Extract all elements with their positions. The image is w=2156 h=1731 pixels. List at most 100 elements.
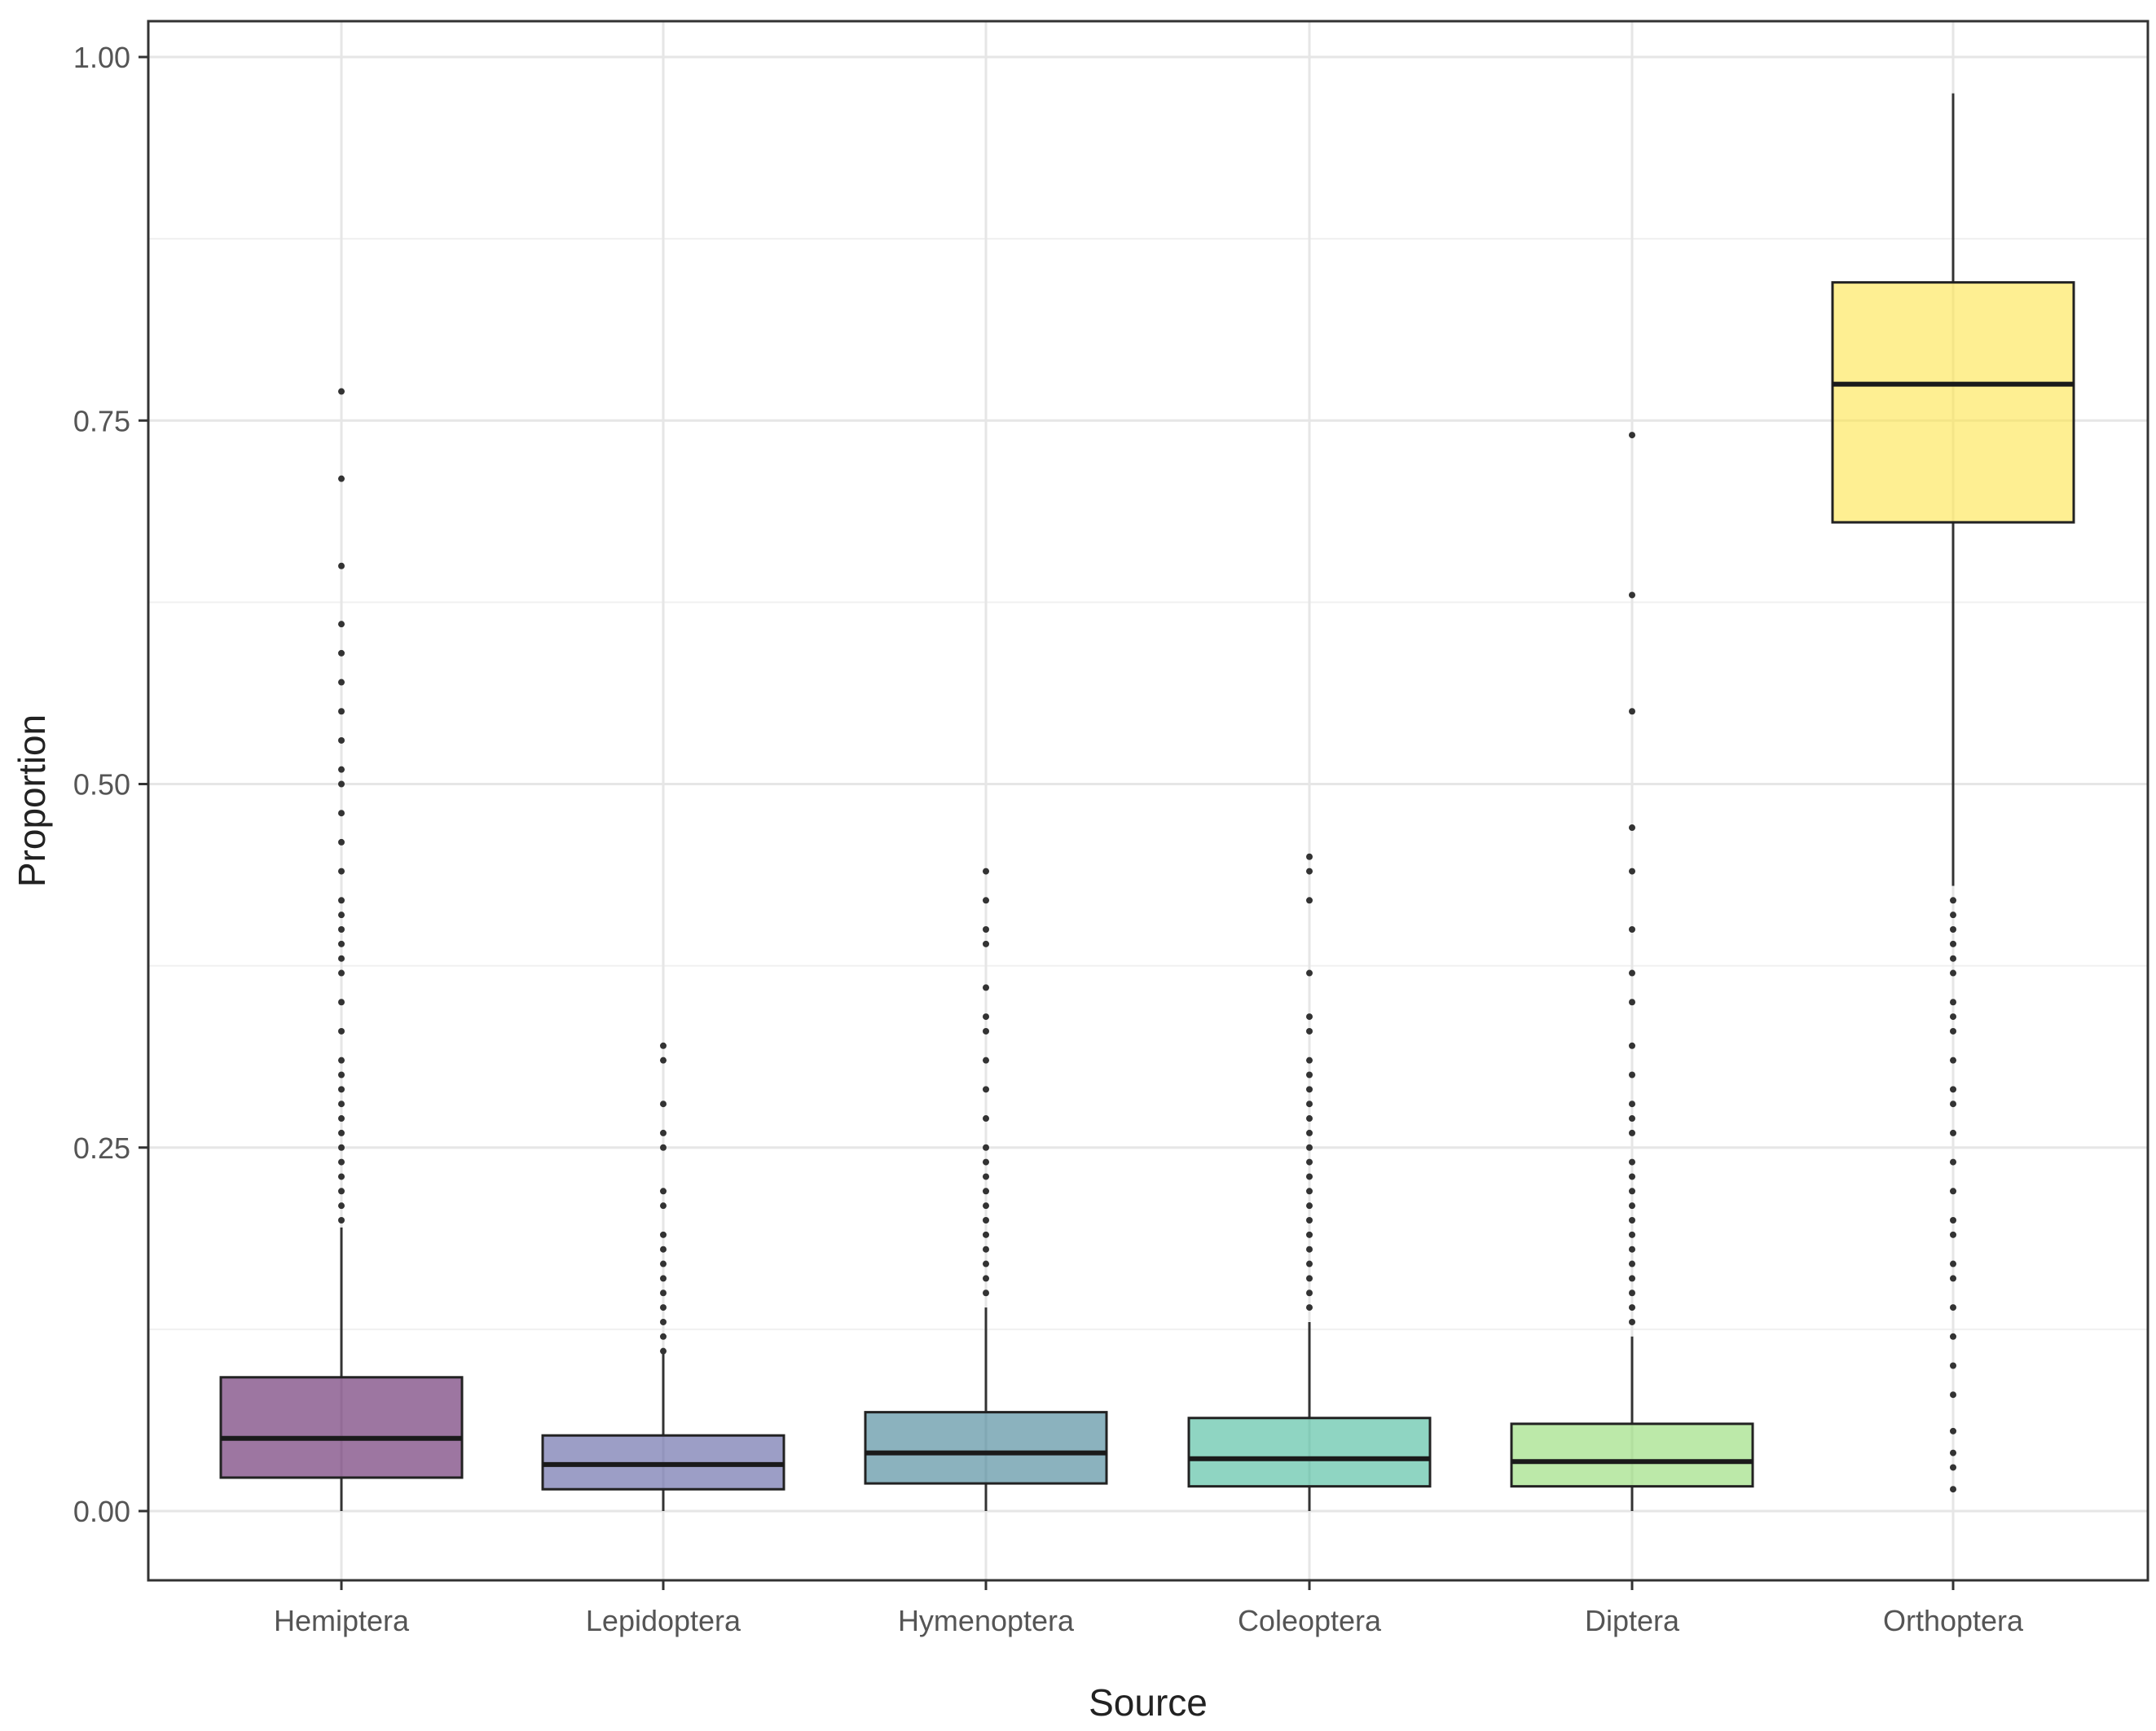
outlier-point: [1629, 868, 1635, 875]
outlier-point: [1306, 1115, 1313, 1123]
outlier-point: [338, 1217, 345, 1224]
outlier-point: [1629, 1101, 1635, 1108]
outlier-point: [983, 1086, 989, 1093]
outlier-point: [338, 1115, 345, 1123]
outlier-point: [1306, 1202, 1313, 1210]
box-series: [219, 93, 2075, 1511]
outlier-point: [660, 1289, 667, 1297]
box-hymenoptera: [864, 868, 1108, 1511]
outlier-point: [660, 1042, 667, 1049]
plot-panel-border: [147, 20, 2149, 1582]
outlier-point: [1629, 1275, 1635, 1282]
outlier-point: [1306, 1071, 1313, 1079]
y-tick-label: 0.75: [73, 404, 130, 437]
iqr-box: [1510, 1422, 1754, 1488]
outlier-point: [338, 1173, 345, 1180]
outlier-point: [1950, 926, 1956, 933]
outlier-point: [1629, 1304, 1635, 1311]
outlier-point: [1629, 1042, 1635, 1049]
outlier-point: [660, 1101, 667, 1108]
outlier-point: [1629, 999, 1635, 1006]
outlier-point: [1950, 969, 1956, 977]
outlier-point: [338, 912, 345, 919]
outlier-point: [338, 969, 345, 977]
outlier-point: [1950, 1391, 1956, 1399]
outlier-point: [338, 1057, 345, 1064]
outlier-point: [1306, 1231, 1313, 1238]
outlier-point: [1629, 1231, 1635, 1238]
outlier-point: [1950, 1158, 1956, 1166]
outlier-point: [1629, 926, 1635, 933]
outlier-point: [338, 621, 345, 628]
outlier-point: [660, 1188, 667, 1195]
outlier-point: [1950, 1027, 1956, 1035]
outlier-point: [338, 1086, 345, 1093]
outlier-point: [338, 868, 345, 875]
y-tick-label: 1.00: [73, 41, 130, 74]
outlier-point: [338, 1144, 345, 1151]
outlier-point: [338, 999, 345, 1006]
box-orthoptera: [1831, 93, 2075, 1493]
outlier-point: [1950, 1086, 1956, 1093]
outlier-point: [1950, 897, 1956, 904]
x-axis-title: Source: [1089, 1681, 1208, 1724]
box-coleoptera: [1187, 853, 1432, 1511]
x-tick-label: Hemiptera: [274, 1604, 410, 1637]
outlier-point: [1629, 432, 1635, 439]
outlier-point: [1306, 1158, 1313, 1166]
x-tick-label: Lepidoptera: [586, 1604, 741, 1637]
outlier-point: [660, 1260, 667, 1267]
outlier-point: [660, 1202, 667, 1210]
x-tick-label: Hymenoptera: [898, 1604, 1075, 1637]
outlier-point: [1306, 1246, 1313, 1253]
outlier-point: [1629, 1217, 1635, 1224]
y-tick-label: 0.00: [73, 1495, 130, 1528]
y-axis: 0.00 0.25 0.50 0.75 1.00: [73, 41, 148, 1528]
outlier-point: [338, 926, 345, 933]
outlier-point: [1629, 1115, 1635, 1123]
outlier-point: [1306, 1289, 1313, 1297]
outlier-point: [983, 1231, 989, 1238]
outlier-point: [338, 679, 345, 686]
outlier-point: [1306, 969, 1313, 977]
outlier-point: [338, 897, 345, 904]
outlier-point: [660, 1304, 667, 1311]
outlier-point: [660, 1129, 667, 1136]
outlier-point: [1950, 1188, 1956, 1195]
outlier-point: [983, 984, 989, 991]
outlier-point: [1306, 1275, 1313, 1282]
outlier-point: [660, 1347, 667, 1355]
outlier-point: [1306, 1013, 1313, 1021]
outlier-point: [1950, 1304, 1956, 1311]
y-tick-label: 0.50: [73, 768, 130, 802]
outlier-point: [1629, 1289, 1635, 1297]
outlier-point: [983, 1144, 989, 1151]
iqr-box: [219, 1376, 464, 1479]
outlier-point: [983, 926, 989, 933]
outlier-point: [1629, 969, 1635, 977]
outlier-point: [983, 1158, 989, 1166]
outlier-point: [1950, 1427, 1956, 1434]
outlier-point: [1306, 1086, 1313, 1093]
outlier-point: [1950, 1464, 1956, 1471]
outlier-point: [338, 708, 345, 715]
outlier-point: [983, 868, 989, 875]
outlier-point: [1950, 1217, 1956, 1224]
outlier-point: [338, 562, 345, 569]
outlier-point: [1950, 1449, 1956, 1456]
outlier-point: [983, 1275, 989, 1282]
outlier-point: [983, 1173, 989, 1180]
outlier-point: [1950, 1129, 1956, 1136]
outlier-point: [1950, 940, 1956, 947]
outlier-point: [338, 780, 345, 788]
outlier-point: [1629, 1158, 1635, 1166]
outlier-point: [1306, 1188, 1313, 1195]
outlier-point: [338, 940, 345, 947]
outlier-point: [1306, 1173, 1313, 1180]
outlier-point: [983, 1057, 989, 1064]
outlier-point: [983, 1217, 989, 1224]
outlier-point: [338, 766, 345, 773]
outlier-point: [1629, 1246, 1635, 1253]
outlier-point: [338, 1158, 345, 1166]
outlier-point: [1629, 1202, 1635, 1210]
